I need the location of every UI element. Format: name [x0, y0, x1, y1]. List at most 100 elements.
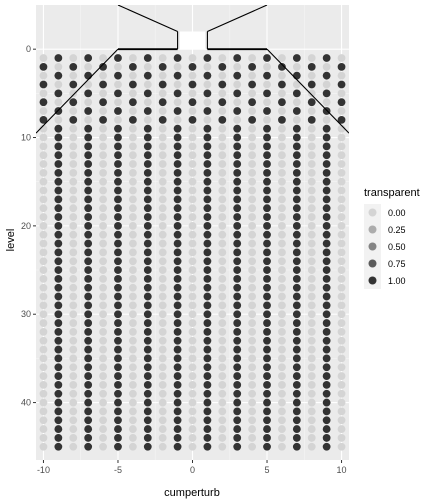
- point-opaque: [173, 195, 182, 204]
- point-transparent: [158, 319, 167, 327]
- point-opaque: [143, 195, 152, 204]
- point-transparent: [39, 327, 48, 336]
- point-transparent: [158, 54, 167, 62]
- point-transparent: [158, 283, 167, 292]
- point-transparent: [337, 177, 346, 186]
- overlay-line: [117, 5, 178, 33]
- point-opaque: [173, 310, 182, 319]
- point-opaque: [114, 124, 122, 133]
- point-opaque: [292, 398, 301, 407]
- point-opaque: [54, 221, 63, 230]
- point-transparent: [337, 345, 346, 354]
- point-transparent: [278, 107, 286, 115]
- point-transparent: [278, 257, 286, 266]
- point-opaque: [84, 204, 93, 213]
- point-opaque: [173, 168, 182, 177]
- legend-keys: 0.00 0.25 0.50 0.75 1.00: [364, 204, 406, 289]
- point-opaque: [158, 80, 167, 89]
- point-opaque: [263, 54, 271, 62]
- point-opaque: [54, 239, 63, 248]
- point-opaque: [143, 124, 152, 133]
- point-transparent: [307, 151, 316, 160]
- point-transparent: [99, 151, 107, 160]
- point-transparent: [188, 160, 197, 168]
- point-transparent: [307, 319, 316, 327]
- point-transparent: [143, 62, 152, 71]
- point-opaque: [173, 336, 182, 345]
- point-opaque: [114, 416, 122, 425]
- point-opaque: [263, 310, 271, 319]
- point-opaque: [233, 168, 242, 177]
- point-opaque: [263, 425, 271, 433]
- point-transparent: [99, 107, 107, 115]
- point-opaque: [233, 195, 242, 204]
- point-transparent: [99, 54, 107, 62]
- point-opaque: [173, 257, 182, 266]
- point-opaque: [84, 54, 93, 62]
- point-opaque: [263, 354, 271, 363]
- point-opaque: [292, 54, 301, 62]
- point-opaque: [54, 266, 63, 274]
- point-transparent: [337, 213, 346, 221]
- point-transparent: [128, 345, 137, 354]
- point-transparent: [99, 416, 107, 425]
- point-opaque: [248, 62, 257, 71]
- point-opaque: [233, 71, 242, 80]
- point-opaque: [114, 266, 122, 274]
- point-transparent: [248, 381, 257, 389]
- point-transparent: [158, 71, 167, 80]
- point-opaque: [173, 142, 182, 151]
- point-transparent: [69, 442, 78, 451]
- point-transparent: [158, 354, 167, 363]
- point-transparent: [218, 248, 227, 257]
- point-opaque: [173, 230, 182, 239]
- point-transparent: [278, 389, 286, 398]
- point-opaque: [322, 283, 331, 292]
- point-transparent: [99, 319, 107, 327]
- point-opaque: [143, 327, 152, 336]
- point-transparent: [233, 80, 242, 89]
- point-transparent: [337, 142, 346, 151]
- point-transparent: [307, 372, 316, 380]
- y-axis-ticks: 0 10 20 30 40: [21, 44, 36, 408]
- point-transparent: [278, 142, 286, 151]
- point-opaque: [278, 115, 286, 124]
- point-opaque: [54, 204, 63, 213]
- point-transparent: [39, 301, 48, 310]
- point-opaque: [114, 398, 122, 407]
- point-transparent: [128, 107, 137, 115]
- point-opaque: [263, 274, 271, 283]
- point-opaque: [292, 416, 301, 425]
- point-opaque: [322, 195, 331, 204]
- point-transparent: [337, 54, 346, 62]
- point-transparent: [69, 54, 78, 62]
- point-opaque: [203, 434, 212, 442]
- point-opaque: [322, 89, 331, 98]
- point-opaque: [337, 115, 346, 124]
- point-transparent: [278, 345, 286, 354]
- point-opaque: [54, 89, 63, 98]
- legend-label: 0.75: [388, 259, 406, 269]
- point-transparent: [188, 398, 197, 407]
- point-transparent: [69, 310, 78, 319]
- point-transparent: [69, 301, 78, 310]
- point-transparent: [173, 98, 182, 107]
- point-opaque: [143, 283, 152, 292]
- point-transparent: [39, 71, 48, 80]
- point-opaque: [173, 292, 182, 301]
- point-transparent: [99, 398, 107, 407]
- point-opaque: [263, 142, 271, 151]
- point-opaque: [114, 168, 122, 177]
- point-opaque: [173, 327, 182, 336]
- point-transparent: [69, 213, 78, 221]
- point-transparent: [263, 115, 271, 124]
- y-tick-label: 20: [21, 221, 31, 231]
- point-transparent: [188, 89, 197, 98]
- point-opaque: [158, 115, 167, 124]
- point-transparent: [39, 204, 48, 213]
- point-transparent: [248, 71, 257, 80]
- point-transparent: [337, 160, 346, 168]
- point-transparent: [39, 248, 48, 257]
- point-opaque: [54, 442, 63, 451]
- legend-key-point: [368, 208, 377, 217]
